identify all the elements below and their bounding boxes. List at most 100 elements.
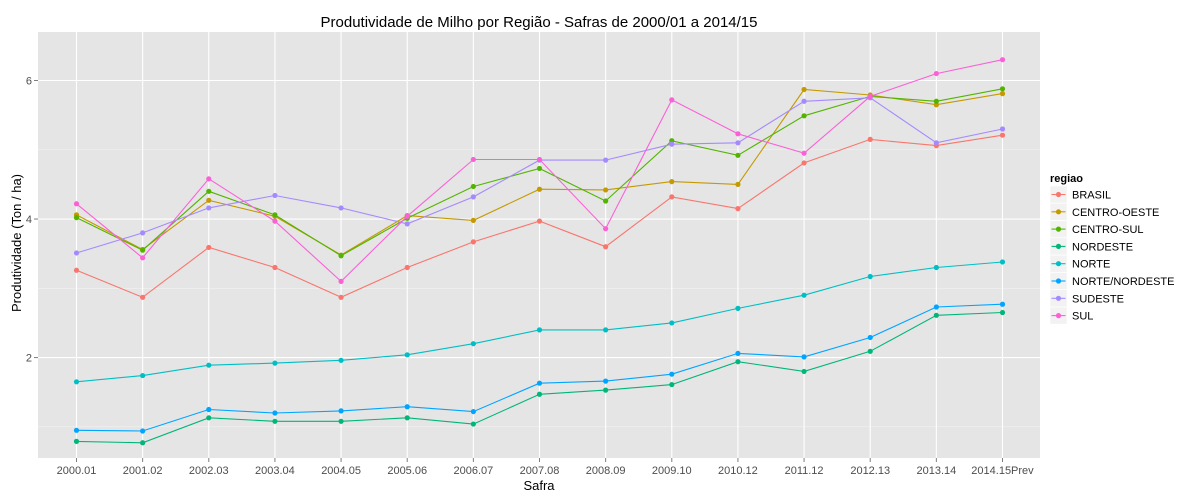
- x-tick-label: 2011.12: [785, 465, 824, 477]
- data-point-norte-nordeste: [338, 408, 344, 414]
- data-point-sul: [536, 156, 543, 163]
- x-tick-label: 2012.13: [850, 465, 890, 477]
- legend-key-point: [1055, 313, 1062, 319]
- data-point-nordeste: [735, 359, 741, 365]
- y-axis-title: Produtividade (Ton / ha): [9, 174, 24, 312]
- data-point-centro-oeste: [603, 187, 609, 193]
- data-point-centro-oeste: [669, 179, 675, 185]
- data-point-centro-sul: [140, 247, 146, 253]
- legend-label: SUDESTE: [1072, 293, 1124, 305]
- legend-label: CENTRO-SUL: [1072, 224, 1144, 236]
- data-point-norte: [669, 320, 675, 326]
- legend-key-point: [1055, 243, 1062, 249]
- data-point-sul: [999, 57, 1006, 63]
- data-point-centro-sul: [933, 98, 939, 104]
- legend: regiao BRASIL CENTRO-OESTE CENTRO-SUL NORDE…: [1049, 173, 1174, 325]
- data-point-centro-oeste: [735, 181, 741, 187]
- data-point-centro-sul: [536, 165, 543, 172]
- legend-label: BRASIL: [1072, 190, 1111, 202]
- data-point-centro-sul: [603, 198, 609, 204]
- data-point-sul: [404, 213, 410, 219]
- x-tick-label: 2003.04: [255, 465, 295, 477]
- data-point-centro-oeste: [206, 197, 212, 203]
- data-point-brasil: [867, 136, 873, 142]
- data-point-norte: [867, 273, 873, 280]
- data-point-sul: [338, 278, 344, 284]
- data-point-norte-nordeste: [999, 301, 1006, 307]
- data-point-nordeste: [470, 421, 476, 427]
- x-tick-label: 2013.14: [916, 465, 956, 477]
- data-point-sul: [801, 150, 807, 156]
- data-point-sudeste: [272, 192, 278, 199]
- data-point-norte-nordeste: [470, 408, 476, 415]
- data-point-brasil: [272, 264, 278, 271]
- legend-item-norte-nordeste: NORTE/NORDESTE: [1049, 272, 1174, 290]
- data-point-norte: [536, 327, 543, 333]
- data-point-norte-nordeste: [669, 371, 675, 377]
- data-point-sul: [735, 131, 741, 137]
- data-point-sudeste: [999, 126, 1006, 132]
- data-point-norte-nordeste: [603, 378, 609, 384]
- data-point-sul: [272, 218, 278, 224]
- data-point-sudeste: [73, 250, 80, 256]
- data-point-sul: [140, 255, 146, 261]
- data-point-centro-sul: [470, 183, 476, 190]
- data-point-brasil: [404, 264, 410, 271]
- data-point-norte: [140, 372, 146, 379]
- data-point-norte: [272, 360, 278, 366]
- plot-panel: [38, 32, 1040, 458]
- data-point-centro-sul: [206, 188, 212, 194]
- data-point-sul: [867, 93, 873, 100]
- data-point-nordeste: [867, 348, 873, 354]
- legend-key-point: [1055, 209, 1062, 215]
- y-axis: 2 4 6: [26, 75, 38, 365]
- legend-label: SUL: [1072, 311, 1093, 323]
- data-point-norte: [933, 264, 939, 271]
- x-axis: 2000.01 2001.02 2002.03 2003.04 2004.05 2005.…: [57, 458, 1034, 477]
- data-point-centro-sul: [272, 212, 278, 218]
- series-layer: [73, 57, 1006, 446]
- data-point-norte-nordeste: [73, 427, 80, 433]
- data-point-brasil: [603, 244, 609, 250]
- data-point-centro-oeste: [470, 217, 476, 224]
- data-point-norte: [603, 327, 609, 333]
- data-point-norte-nordeste: [140, 428, 146, 434]
- data-point-centro-sul: [999, 86, 1006, 92]
- x-tick-label: 2008.09: [586, 465, 626, 477]
- data-point-sudeste: [206, 205, 212, 211]
- x-tick-label: 2005.06: [387, 465, 427, 477]
- legend-item-centro-sul: CENTRO-SUL: [1049, 220, 1144, 238]
- data-point-brasil: [669, 194, 675, 200]
- data-point-centro-sul: [73, 215, 80, 221]
- data-point-brasil: [735, 206, 741, 212]
- data-point-sudeste: [669, 141, 675, 147]
- data-point-norte: [206, 362, 212, 368]
- legend-item-sul: SUL: [1049, 306, 1093, 325]
- data-point-nordeste: [801, 368, 807, 375]
- data-point-centro-oeste: [536, 186, 543, 192]
- data-point-nordeste: [669, 381, 675, 388]
- data-point-centro-oeste: [999, 91, 1006, 97]
- y-tick-label: 4: [26, 214, 32, 226]
- data-point-centro-sul: [735, 152, 741, 158]
- legend-item-brasil: BRASIL: [1049, 185, 1111, 204]
- legend-item-norte: NORTE: [1049, 254, 1110, 273]
- data-point-norte: [735, 305, 741, 311]
- data-point-brasil: [338, 294, 344, 300]
- data-point-brasil: [470, 239, 476, 245]
- x-tick-label: 2007.08: [520, 465, 560, 477]
- series-nordeste: [73, 309, 1006, 446]
- series-norte: [73, 259, 1006, 385]
- data-point-norte-nordeste: [933, 304, 939, 310]
- data-point-brasil: [73, 267, 80, 273]
- data-point-norte-nordeste: [867, 334, 873, 341]
- data-point-nordeste: [338, 418, 344, 424]
- data-point-norte: [801, 292, 807, 298]
- series-norte-nordeste: [73, 301, 1006, 434]
- chart-title: Produtividade de Milho por Região - Safr…: [321, 14, 758, 31]
- x-tick-label: 2004.05: [321, 465, 361, 477]
- legend-item-nordeste: NORDESTE: [1049, 237, 1133, 256]
- legend-label: CENTRO-OESTE: [1072, 207, 1159, 219]
- legend-label: NORTE/NORDESTE: [1072, 276, 1174, 288]
